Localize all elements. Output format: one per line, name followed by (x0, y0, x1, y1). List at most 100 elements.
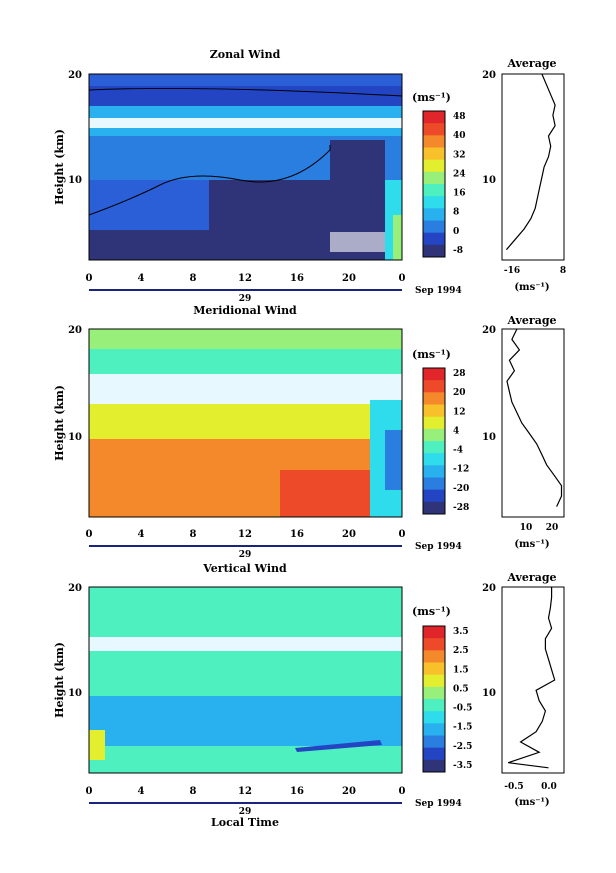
x-tick-label: 16 (290, 529, 304, 540)
colorbar-swatch (423, 759, 445, 773)
x-tick-label: 4 (138, 273, 145, 284)
colorbar-swatch (423, 392, 445, 405)
x-tick-label: 4 (138, 529, 145, 540)
avg-title: Average (506, 571, 556, 584)
y-axis-label: Height (km) (53, 642, 66, 718)
avg-unit: (ms⁻¹) (514, 797, 549, 808)
avg-frame (501, 586, 565, 774)
colorbar-tick-label: 28 (453, 369, 466, 379)
avg-x-tick: -16 (504, 266, 520, 276)
x-tick-label: 8 (190, 786, 197, 797)
colorbar-tick-label: 12 (453, 407, 466, 417)
avg-x-tick: 10 (520, 523, 533, 533)
colorbar-swatch (423, 699, 445, 712)
colorbar-tick-label: -0.5 (453, 704, 472, 714)
y-axis-label: Height (km) (53, 129, 66, 205)
plot-frame (88, 328, 403, 518)
colorbar-unit: (ms⁻¹) (412, 348, 451, 361)
colorbar-tick-label: 32 (453, 150, 466, 160)
avg-y-tick: 10 (482, 432, 496, 443)
colorbar-tick-label: -2.5 (453, 742, 472, 752)
colorbar-tick-label: -8 (453, 246, 463, 256)
colorbar-swatch (423, 220, 445, 234)
colorbar-tick-label: -12 (453, 465, 469, 475)
colorbar-swatch (423, 208, 445, 221)
panel-vertical-wind: Vertical Wind Height (km) 20 10 0 4 8 12… (53, 562, 565, 829)
y-tick-label: 20 (68, 583, 82, 594)
colorbar-swatch (423, 416, 445, 430)
colorbar-frame (422, 110, 446, 258)
y-tick-label: 10 (68, 175, 82, 186)
x-tick-label: 8 (190, 529, 197, 540)
panel-title: Zonal Wind (210, 48, 281, 61)
colorbar-swatch (423, 441, 445, 454)
colorbar-tick-label: -4 (453, 446, 463, 456)
avg-profile-line (508, 587, 556, 769)
colorbar-swatch (423, 135, 445, 148)
colorbar-swatch (423, 244, 445, 258)
x-tick-label: 0 (86, 273, 93, 284)
colorbar-tick-label: 16 (453, 189, 466, 199)
colorbar-swatch (423, 159, 445, 173)
colorbar-swatch (423, 477, 445, 491)
avg-unit: (ms⁻¹) (514, 282, 549, 293)
avg-title: Average (506, 314, 556, 327)
colorbar-swatch (423, 711, 445, 724)
x-tick-label: 16 (290, 786, 304, 797)
avg-unit: (ms⁻¹) (514, 539, 549, 550)
panel-zonal-wind: Zonal Wind Height (km) 20 10 0 4 8 12 16 (53, 48, 566, 304)
colorbar-swatch (423, 111, 445, 124)
heatmap-area (89, 329, 402, 517)
x-tick-label: 12 (238, 529, 252, 540)
colorbar-tick-label: 0 (453, 227, 459, 237)
colorbar-tick-label: 20 (453, 388, 466, 398)
avg-y-tick: 10 (482, 688, 496, 699)
colorbar-tick-label: 2.5 (453, 646, 469, 656)
colorbar-tick-label: 3.5 (453, 627, 469, 637)
colorbar-tick-label: 24 (453, 169, 466, 179)
colorbar-frame (422, 367, 446, 515)
x-tick-label: 20 (342, 273, 356, 284)
colorbar-swatch (423, 453, 445, 466)
avg-x-tick: 0.0 (541, 782, 557, 792)
x-tick-label: 12 (238, 786, 252, 797)
avg-y-tick: 10 (482, 175, 496, 186)
x-tick-label: 0 (86, 786, 93, 797)
colorbar-swatch (423, 747, 445, 761)
avg-x-tick: 8 (560, 266, 566, 276)
x-tick-label: 0 (399, 786, 406, 797)
x-tick-label: 20 (342, 529, 356, 540)
avg-title: Average (506, 57, 556, 70)
colorbar-swatch (423, 428, 445, 442)
colorbar-unit: (ms⁻¹) (412, 91, 451, 104)
colorbar-swatch (423, 650, 445, 663)
date-label: Sep 1994 (415, 286, 462, 296)
panel-meridional-wind: Meridional Wind Height (km) 20 10 0 4 8 … (53, 304, 565, 560)
avg-x-tick: -0.5 (504, 782, 523, 792)
x-tick-label: 8 (190, 273, 197, 284)
heatmap-area (89, 587, 402, 773)
colorbar-tick-label: -20 (453, 484, 469, 494)
avg-x-tick: 20 (546, 523, 559, 533)
colorbar-unit: (ms⁻¹) (412, 605, 451, 618)
colorbar: 48 40 32 24 16 8 0 -8 (422, 110, 466, 258)
colorbar-tick-label: 48 (453, 112, 466, 122)
day-label: 29 (239, 807, 252, 817)
x-tick-labels: 0 4 8 12 16 20 0 (86, 786, 406, 797)
colorbar-swatch (423, 196, 445, 209)
y-tick-label: 20 (68, 325, 82, 336)
x-tick-labels: 0 4 8 12 16 20 0 (86, 273, 406, 284)
colorbar-tick-label: 40 (453, 131, 466, 141)
day-label: 29 (239, 294, 252, 304)
colorbar-swatch (423, 465, 445, 478)
colorbar-swatch (423, 686, 445, 700)
x-axis-label: Local Time (211, 816, 279, 829)
avg-frame (501, 73, 565, 261)
date-label: Sep 1994 (415, 799, 462, 809)
colorbar-swatch (423, 674, 445, 688)
avg-y-tick: 20 (482, 583, 496, 594)
colorbar-tick-label: 4 (453, 426, 459, 436)
avg-y-tick: 20 (482, 325, 496, 336)
colorbar-swatch (423, 147, 445, 161)
